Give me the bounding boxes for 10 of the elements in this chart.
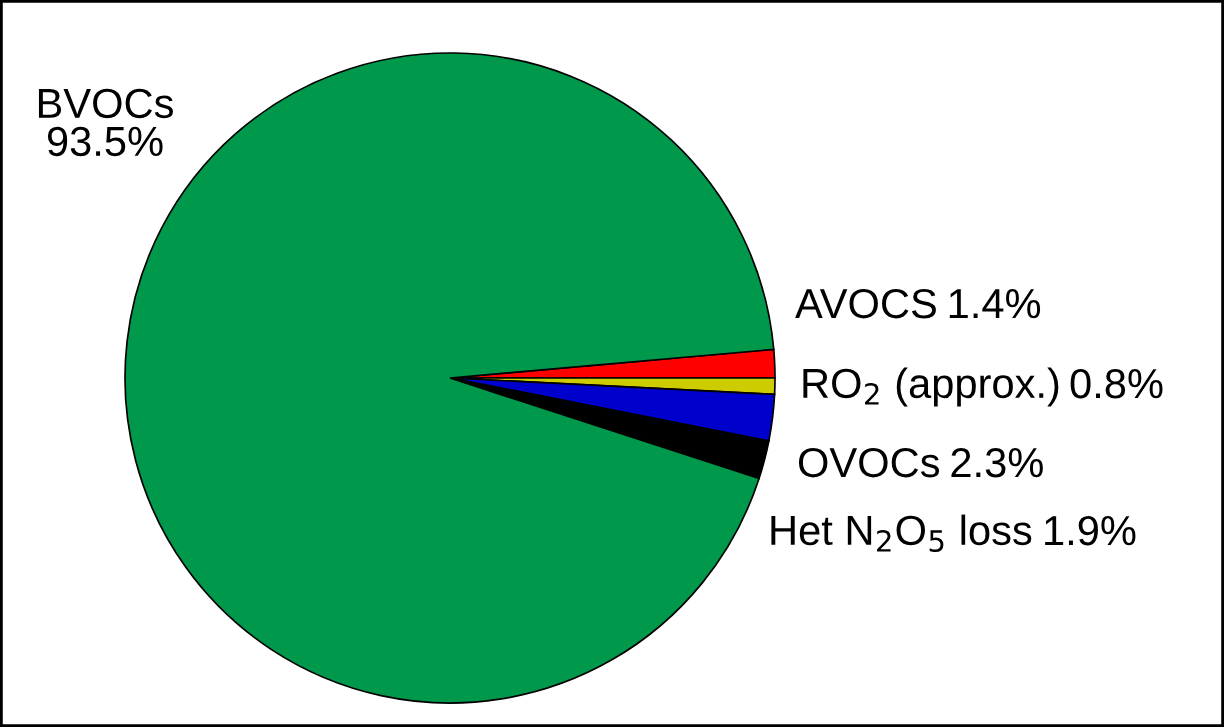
data-label: 1.4%: [949, 289, 1041, 319]
data-label: 2.3%: [951, 447, 1043, 478]
slice-label: RO$_{2}$ (approx.): [803, 367, 1059, 407]
data-label: 0.8%: [1070, 368, 1163, 399]
data-label: 93.5%: [47, 126, 163, 157]
slice-label: Het N$_{2}$O$_{5}$ loss: [771, 514, 1032, 553]
slice-label: OVOCs: [798, 447, 940, 478]
slice-label: AVOCS: [795, 288, 936, 319]
data-label: 1.9%: [1045, 515, 1136, 546]
slice-label: BVOCs: [38, 88, 173, 119]
